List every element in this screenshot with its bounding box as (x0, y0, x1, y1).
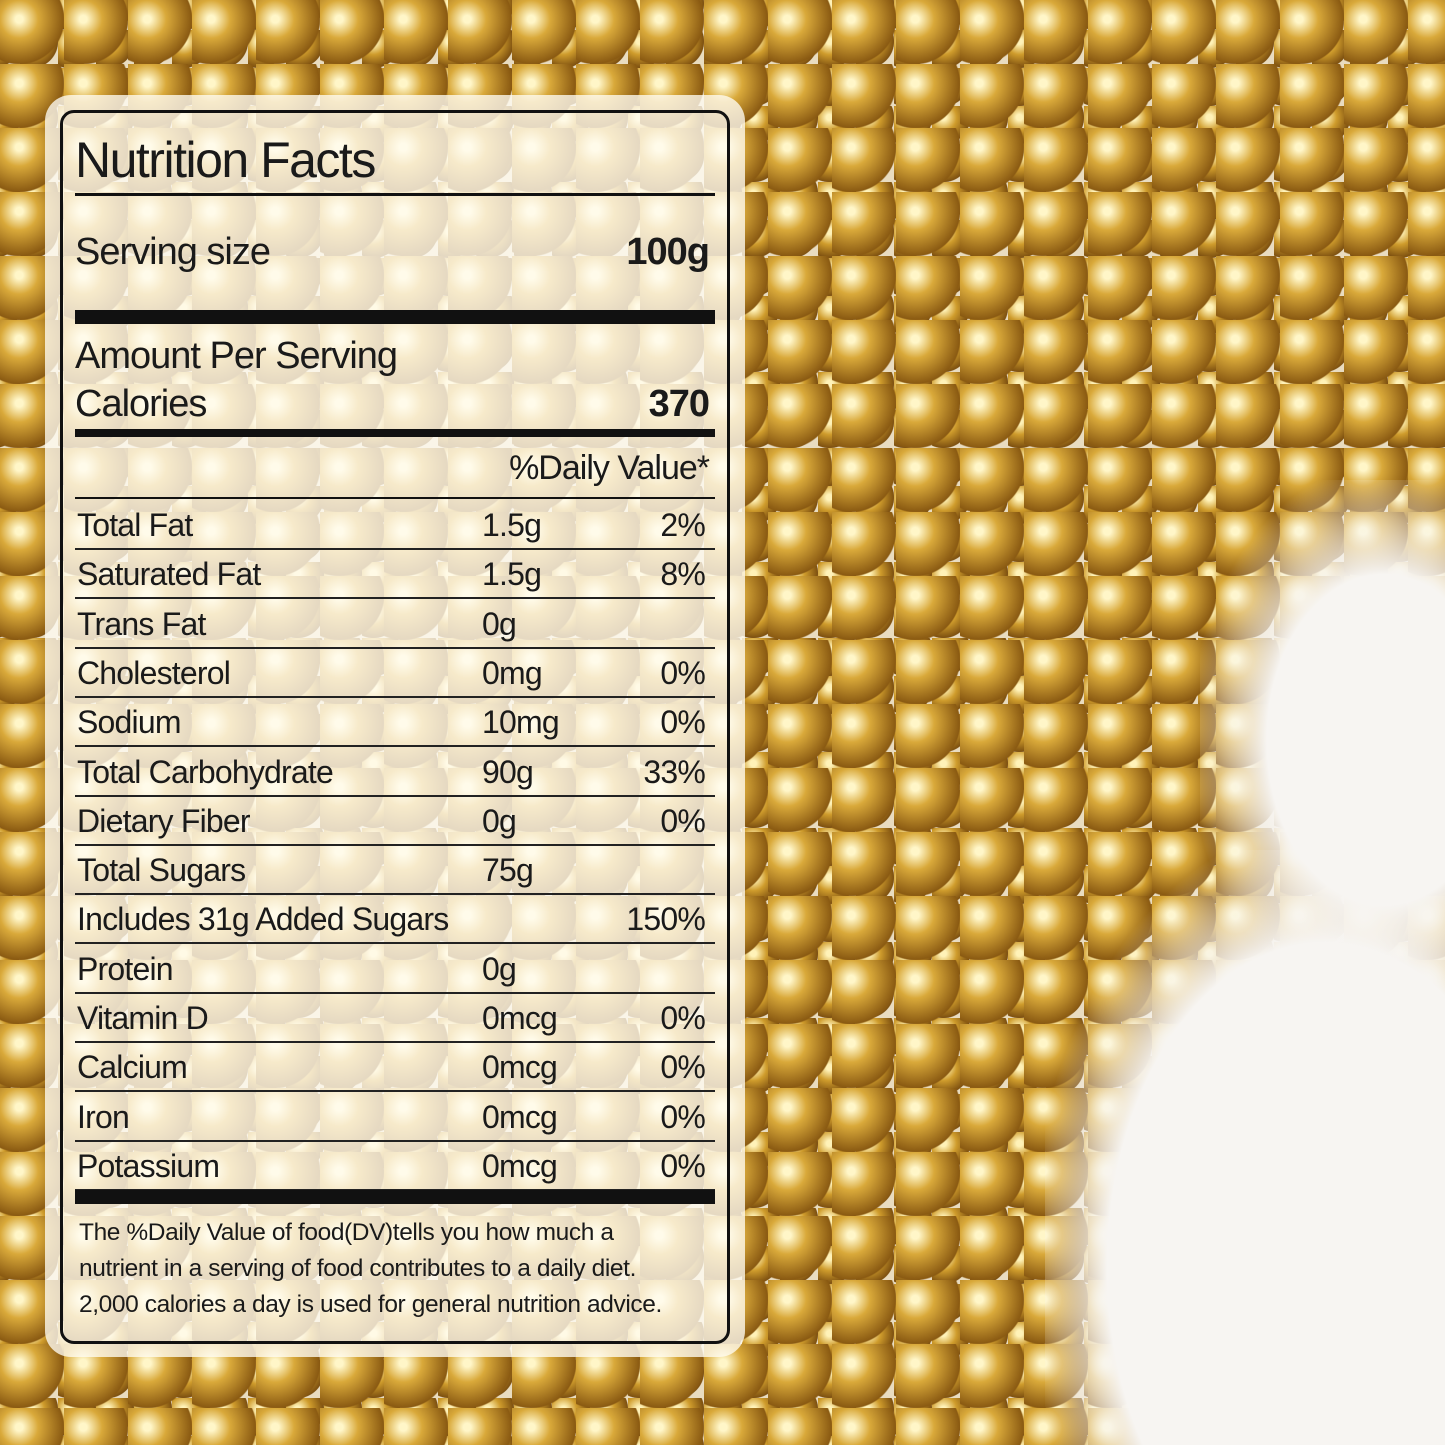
nutrient-row: Sodium 10mg 0% (75, 696, 715, 748)
nutrient-daily-value: 0% (660, 654, 705, 691)
nutrient-amount: 0mg (482, 654, 543, 691)
divider (75, 193, 715, 196)
nutrient-daily-value: 0% (660, 1049, 705, 1086)
nutrient-daily-value: 33% (643, 753, 705, 790)
label-title: Nutrition Facts (75, 132, 376, 188)
calories-label: Calories (75, 383, 207, 425)
thick-divider (75, 310, 715, 324)
footnote-line: 2,000 calories a day is used for general… (79, 1291, 662, 1318)
nutrient-amount: 75g (482, 852, 534, 889)
nutrient-amount: 0g (482, 950, 517, 987)
nutrient-name: Iron (77, 1098, 130, 1135)
nutrient-amount: 0mcg (482, 1000, 558, 1036)
nutrient-name: Saturated Fat (77, 556, 261, 593)
nutrient-row: Total Sugars 75g (75, 844, 715, 896)
thick-divider (75, 1190, 715, 1204)
nutrient-amount: 10mg (482, 704, 560, 741)
nutrient-amount: 1.5g (482, 507, 542, 543)
nutrient-amount: 90g (482, 753, 534, 790)
nutrient-daily-value: 2% (660, 507, 705, 543)
nutrient-name: Includes 31g Added Sugars (77, 901, 449, 938)
nutrient-row: Dietary Fiber 0g 0% (75, 795, 715, 846)
nutrient-daily-value: 0% (660, 802, 705, 839)
nutrient-name: Vitamin D (77, 1000, 209, 1036)
nutrient-row: Includes 31g Added Sugars 150% (75, 893, 715, 945)
footnote-line: nutrient in a serving of food contribute… (79, 1255, 636, 1282)
nutrient-daily-value: 0% (660, 704, 705, 741)
nutrient-daily-value: 0% (660, 1147, 705, 1184)
serving-size-label: Serving size (75, 231, 271, 273)
nutrient-row: Trans Fat 0g (75, 598, 715, 649)
nutrient-name: Total Sugars (77, 852, 246, 889)
nutrient-amount: 0g (482, 605, 517, 642)
nutrient-row: Saturated Fat 1.5g 8% (75, 548, 715, 600)
nutrient-row: Total Carbohydrate 90g 33% (75, 746, 715, 797)
amount-per-serving-label: Amount Per Serving (75, 335, 398, 377)
nutrient-name: Dietary Fiber (77, 802, 251, 839)
serving-size-value: 100g (626, 231, 710, 273)
nutrient-row: Cholesterol 0mg 0% (75, 647, 715, 698)
label-panel (45, 95, 745, 1357)
nutrient-row: Iron 0mcg 0% (75, 1091, 715, 1142)
nutrient-name: Trans Fat (77, 605, 206, 642)
nutrient-row: Vitamin D 0mcg 0% (75, 992, 715, 1043)
nutrient-row: Calcium 0mcg 0% (75, 1041, 715, 1093)
calories-value: 370 (648, 383, 710, 425)
nutrient-amount: 0mcg (482, 1147, 558, 1184)
nutrient-amount: 0mcg (482, 1098, 558, 1135)
footnote: The %Daily Value of food(DV)tells you ho… (79, 1215, 719, 1323)
nutrient-row: Potassium 0mcg 0% (75, 1140, 715, 1191)
nutrient-name: Potassium (77, 1147, 220, 1184)
nutrient-name: Calcium (77, 1049, 188, 1086)
nutrient-daily-value: 0% (660, 1098, 705, 1135)
nutrient-row: Total Fat 1.5g 2% (75, 499, 715, 550)
footnote-line: The %Daily Value of food(DV)tells you ho… (79, 1219, 614, 1246)
nutrient-name: Total Fat (77, 507, 193, 543)
nutrient-daily-value: 8% (660, 556, 705, 593)
nutrient-amount: 1.5g (482, 556, 542, 593)
nutrient-name: Sodium (77, 704, 182, 741)
thick-divider (75, 429, 715, 437)
nutrient-daily-value: 0% (660, 1000, 705, 1036)
nutrient-daily-value: 150% (626, 901, 705, 938)
white-surface (1200, 480, 1445, 1000)
nutrient-amount: 0mcg (482, 1049, 558, 1086)
nutrient-amount: 0g (482, 802, 517, 839)
nutrient-row: Protein 0g (75, 943, 715, 994)
nutrient-name: Total Carbohydrate (77, 753, 334, 790)
nutrition-facts-label: Nutrition Facts Serving size 100g Amount… (60, 110, 730, 1344)
divider (75, 497, 715, 499)
nutrient-name: Cholesterol (77, 654, 231, 691)
nutrient-name: Protein (77, 950, 174, 987)
daily-value-header: %Daily Value* (509, 449, 710, 487)
